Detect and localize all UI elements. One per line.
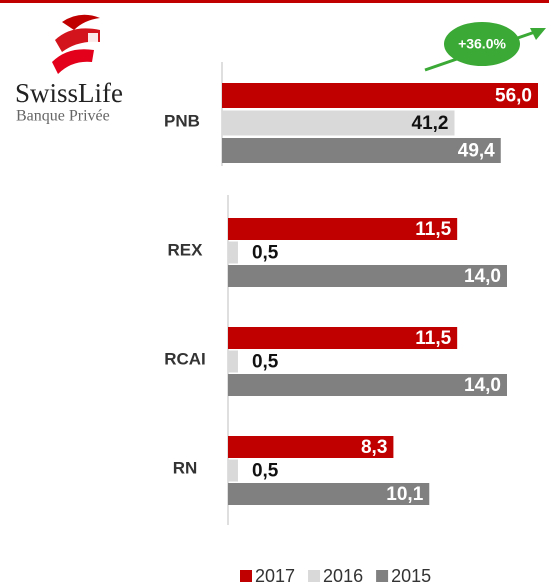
data-label: 0,5 — [252, 461, 279, 482]
top-rule — [0, 0, 549, 3]
bar — [228, 327, 458, 349]
bar — [222, 138, 501, 163]
data-label: 56,0 — [495, 86, 532, 107]
growth-arrow — [424, 22, 546, 72]
bar — [228, 218, 458, 240]
logo-mark — [52, 14, 100, 74]
data-label: 41,2 — [412, 113, 449, 134]
bar — [228, 265, 507, 287]
bar — [228, 483, 430, 505]
legend-swatch — [308, 570, 321, 582]
data-label: 8,3 — [361, 437, 387, 458]
bar — [222, 83, 538, 108]
data-label: 0,5 — [252, 243, 279, 264]
data-label: 14,0 — [464, 375, 501, 396]
bar — [222, 110, 455, 136]
category-label: REX — [168, 241, 204, 260]
logo-name: SwissLife — [15, 78, 123, 108]
bar — [228, 241, 238, 264]
data-label: 11,5 — [415, 328, 451, 349]
bar — [228, 459, 238, 482]
legend-label: 2017 — [255, 566, 295, 586]
legend-label: 2016 — [323, 566, 363, 586]
legend-swatch — [376, 570, 389, 582]
data-label: 14,0 — [464, 266, 501, 287]
category-label: PNB — [164, 112, 200, 131]
data-label: 11,5 — [415, 219, 451, 240]
annotation: +36.0% — [458, 36, 506, 52]
data-label: 49,4 — [458, 141, 495, 162]
data-label: 10,1 — [386, 484, 423, 505]
logo-subtitle: Banque Privée — [16, 108, 110, 125]
data-label: 0,5 — [252, 352, 279, 373]
category-label: RN — [173, 459, 198, 478]
bar — [228, 436, 394, 458]
legend-label: 2015 — [391, 566, 431, 586]
legend-swatch — [240, 570, 252, 582]
bar — [228, 374, 507, 396]
bar — [228, 350, 238, 373]
category-label: RCAI — [164, 350, 206, 369]
